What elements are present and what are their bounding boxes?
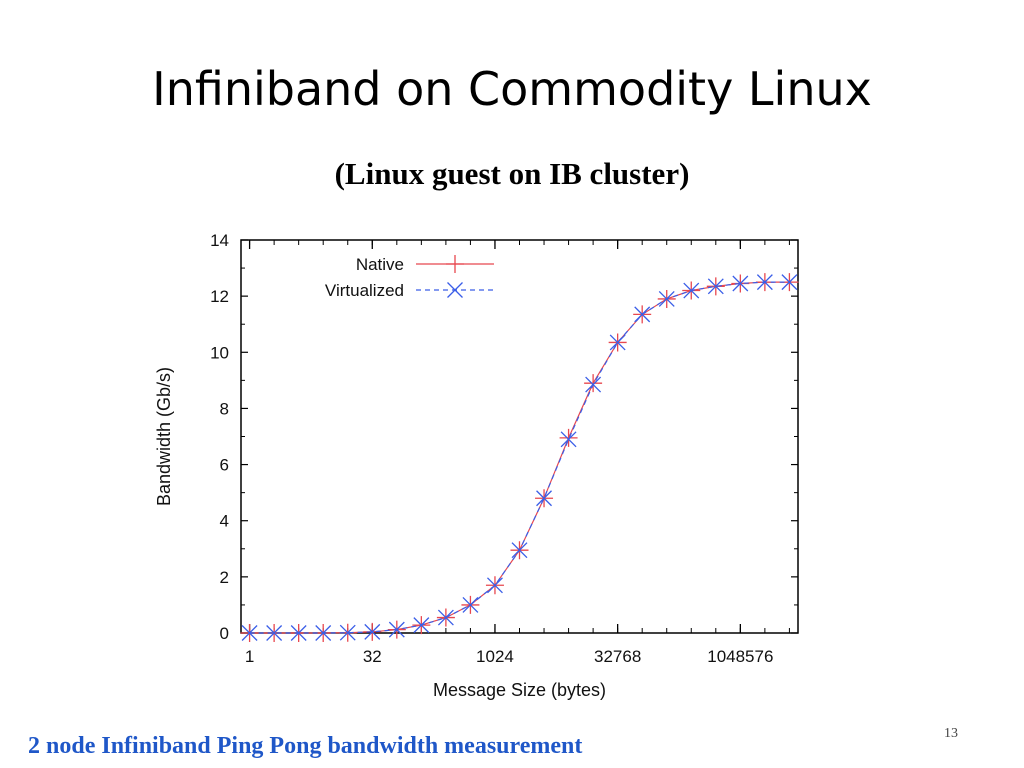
x-tick-label: 32768 [594,647,641,666]
data-point-virtualized [511,542,528,559]
x-tick-label: 1048576 [707,647,773,666]
data-point-virtualized [388,621,405,638]
data-point-virtualized [585,376,602,393]
y-tick-label: 14 [210,231,229,250]
data-point-virtualized [413,617,430,634]
data-point-virtualized [266,625,283,641]
y-tick-label: 4 [220,512,229,531]
chart-svg: 0 2 4 6 8 10 12 14 1 32 1024 32768 1048576 Message Si… [154,231,799,700]
series-line-0 [249,281,790,634]
y-tick-label: 12 [210,287,229,306]
data-point-virtualized [707,278,724,295]
data-point-virtualized [560,431,577,448]
y-tick-label: 8 [220,399,229,418]
y-tick-label: 0 [220,624,229,643]
data-point-virtualized [658,290,675,307]
data-point-virtualized [683,282,700,299]
data-point-virtualized [732,275,749,292]
data-point-virtualized [290,625,307,641]
data-point-virtualized [241,625,258,641]
data-point-virtualized [536,490,552,507]
legend-marker-1 [447,282,463,298]
slide-title: Infiniband on Commodity Linux [152,62,872,116]
data-point-virtualized [756,274,773,291]
x-tick-label: 32 [363,647,382,666]
y-tick-label: 2 [220,568,229,587]
x-tick-label: 1024 [476,647,514,666]
data-point-virtualized [437,609,454,626]
y-tick-label: 10 [210,343,229,362]
legend-label-0: Native [356,255,404,274]
series-line-1 [249,281,790,634]
data-point-virtualized [339,624,356,641]
data-point-virtualized [634,306,651,323]
page-number: 13 [944,726,958,741]
data-point-native [584,374,603,393]
data-point-virtualized [462,596,479,613]
y-axis-label: Bandwidth (Gb/s) [154,367,174,506]
data-point-virtualized [781,274,798,291]
data-point-virtualized [364,623,381,640]
bandwidth-chart: 0 2 4 6 8 10 12 14 1 32 1024 32768 1048576 Message Si… [140,222,820,712]
legend-marker-0 [446,255,464,273]
slide-subtitle: (Linux guest on IB cluster) [334,156,690,191]
y-tick-label: 6 [220,456,229,475]
data-point-virtualized [315,625,332,641]
slide-caption: 2 node Infiniband Ping Pong bandwidth me… [28,733,583,759]
data-point-native [559,428,578,447]
data-point-virtualized [487,577,503,594]
data-point-virtualized [609,334,626,351]
x-tick-label: 1 [245,647,254,666]
x-axis-label: Message Size (bytes) [433,680,606,700]
legend-label-1: Virtualized [325,281,404,300]
